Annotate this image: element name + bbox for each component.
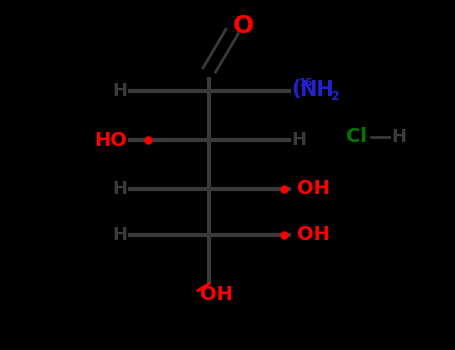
Text: (: ( [291, 79, 301, 99]
Text: H: H [391, 127, 406, 146]
Text: H: H [112, 82, 127, 100]
Text: H: H [112, 180, 127, 198]
Text: NH: NH [299, 80, 334, 100]
Text: HO: HO [95, 131, 127, 149]
Text: OH: OH [200, 285, 233, 303]
Text: OH: OH [297, 180, 330, 198]
Text: H: H [112, 225, 127, 244]
Text: 15: 15 [299, 78, 313, 88]
Text: 2: 2 [331, 90, 340, 103]
Text: O: O [233, 14, 254, 38]
Text: H: H [291, 131, 306, 149]
Text: Cl: Cl [346, 127, 367, 146]
Text: OH: OH [297, 225, 330, 244]
